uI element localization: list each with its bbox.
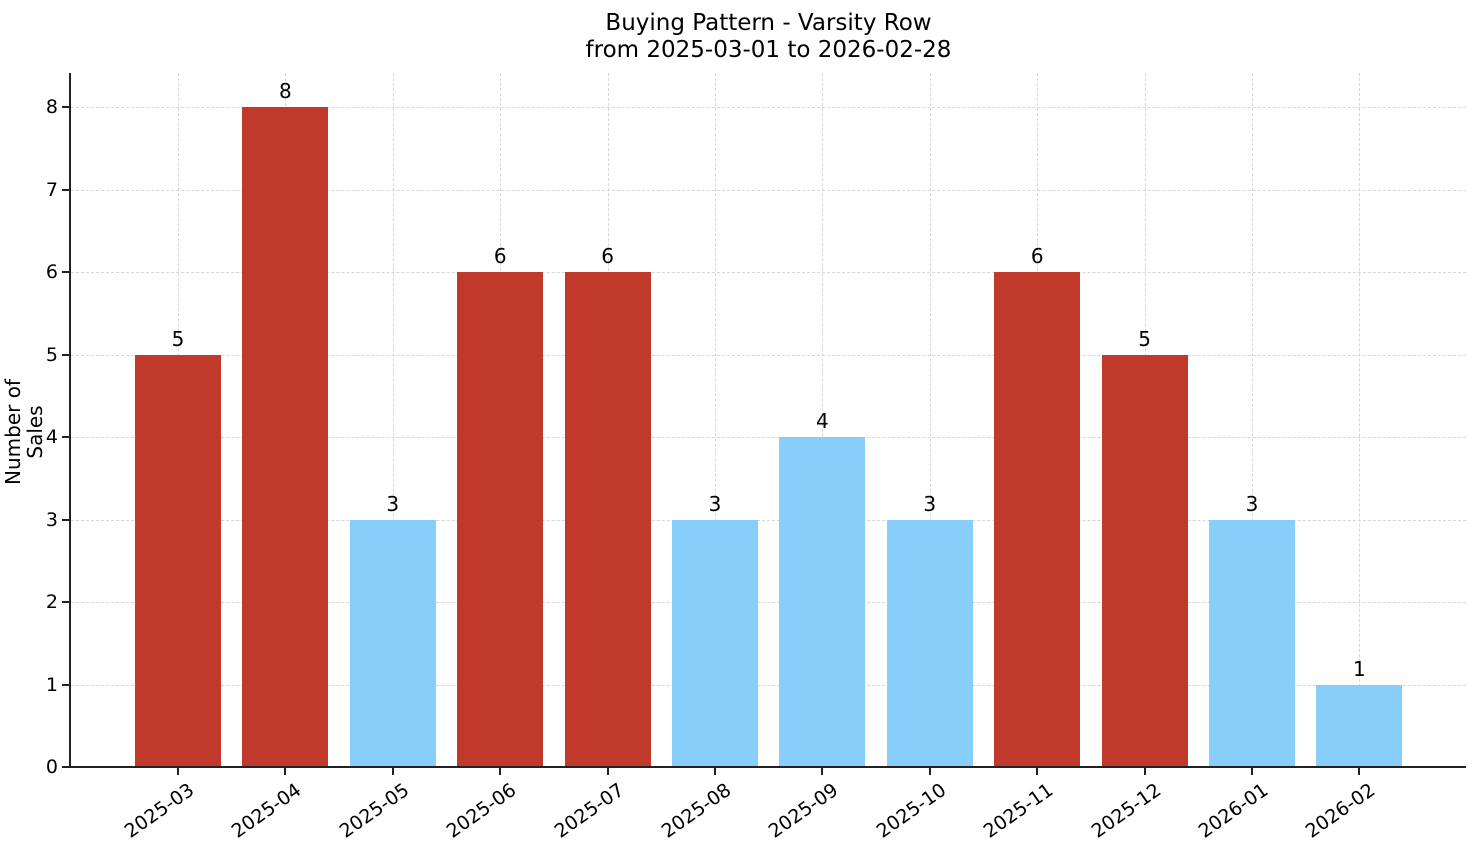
y-tick-label: 5: [45, 343, 58, 366]
bar-2026-02: [1316, 684, 1403, 767]
v-gridline: [1359, 73, 1361, 767]
v-gridline: [392, 73, 394, 767]
bar-2025-08: [672, 519, 758, 767]
bar-value-label: 5: [1138, 326, 1151, 351]
x-tick-label: 2025-10: [872, 778, 951, 843]
bar-value-label: 4: [816, 409, 829, 433]
bar-value-label: 6: [601, 244, 614, 268]
y-tick-label: 0: [45, 756, 58, 778]
bar-2025-04: [242, 107, 329, 767]
h-gridline: [71, 107, 1466, 108]
h-gridline: [71, 437, 1466, 438]
h-gridline: [71, 272, 1466, 273]
x-tick-label: 2025-07: [550, 778, 628, 843]
x-tick: [821, 768, 824, 775]
x-tick: [714, 768, 716, 775]
x-tick-label: 2025-06: [442, 778, 521, 843]
bar-value-label: 3: [386, 491, 400, 516]
bar-value-label: 3: [923, 491, 937, 516]
x-tick-label: 2025-12: [1087, 778, 1165, 843]
chart-title-main: Buying Pattern - Varsity Row: [605, 10, 932, 36]
x-tick: [391, 768, 394, 775]
v-gridline: [715, 73, 716, 767]
y-tick-label: 3: [45, 508, 58, 531]
chart-title: Buying Pattern - Varsity Row from 2025-0…: [0, 10, 1481, 64]
y-tick: [62, 518, 69, 521]
bar-2025-11: [994, 272, 1081, 767]
x-tick-label: 2025-03: [120, 778, 199, 843]
x-tick-label: 2025-08: [657, 778, 736, 843]
h-gridline: [71, 519, 1466, 521]
bar-value-label: 8: [279, 79, 292, 103]
bar-value-label: 5: [171, 326, 185, 351]
y-axis-spine: [69, 73, 71, 768]
bar-2025-07: [564, 272, 651, 767]
chart-subtitle: from 2025-03-01 to 2026-02-28: [585, 37, 952, 63]
h-gridline: [71, 189, 1466, 191]
x-tick: [1143, 768, 1146, 775]
y-tick-label: 1: [45, 673, 58, 696]
bar-value-label: 1: [1353, 656, 1366, 681]
x-tick: [499, 768, 502, 775]
bar-2025-09: [779, 437, 866, 767]
x-tick: [1036, 768, 1039, 775]
bar-value-label: 3: [708, 491, 722, 516]
x-tick: [606, 768, 609, 775]
y-tick-label: 6: [45, 261, 58, 283]
x-tick: [1251, 768, 1253, 775]
h-gridline: [71, 602, 1466, 603]
bar-2026-01: [1209, 519, 1295, 767]
x-tick-label: 2026-01: [1194, 778, 1273, 843]
y-tick-label: 7: [45, 178, 58, 201]
bar-2025-03: [135, 354, 221, 767]
x-tick-label: 2025-05: [335, 778, 414, 843]
x-tick: [1358, 768, 1361, 775]
bar-value-label: 3: [1245, 491, 1259, 516]
y-tick: [62, 353, 69, 356]
x-tick-label: 2025-09: [765, 778, 843, 843]
y-tick: [62, 188, 69, 191]
bar-value-label: 6: [493, 244, 507, 268]
y-tick-label: 2: [45, 591, 58, 613]
x-tick-label: 2025-04: [228, 778, 306, 843]
y-tick: [62, 601, 69, 603]
h-gridline: [71, 684, 1466, 686]
x-axis-spine: [69, 766, 1466, 768]
y-tick: [62, 106, 69, 108]
bar-2025-10: [886, 519, 973, 767]
y-tick: [62, 766, 69, 768]
x-tick-label: 2026-02: [1302, 778, 1380, 843]
bar-2025-05: [349, 519, 436, 767]
bar-2025-06: [457, 272, 544, 767]
x-tick-label: 2025-11: [979, 778, 1058, 843]
bar-2025-12: [1101, 354, 1188, 767]
y-tick-label: 8: [45, 96, 58, 118]
h-gridline: [71, 354, 1466, 356]
v-gridline: [929, 73, 931, 767]
y-tick-label: 4: [45, 426, 58, 448]
v-gridline: [1252, 73, 1253, 767]
y-tick: [62, 436, 69, 438]
x-tick: [177, 768, 179, 775]
bar-value-label: 6: [1030, 244, 1044, 268]
v-gridline: [822, 73, 824, 767]
y-tick: [62, 271, 69, 273]
x-tick: [928, 768, 931, 775]
y-tick: [62, 683, 69, 686]
x-tick: [284, 768, 287, 775]
